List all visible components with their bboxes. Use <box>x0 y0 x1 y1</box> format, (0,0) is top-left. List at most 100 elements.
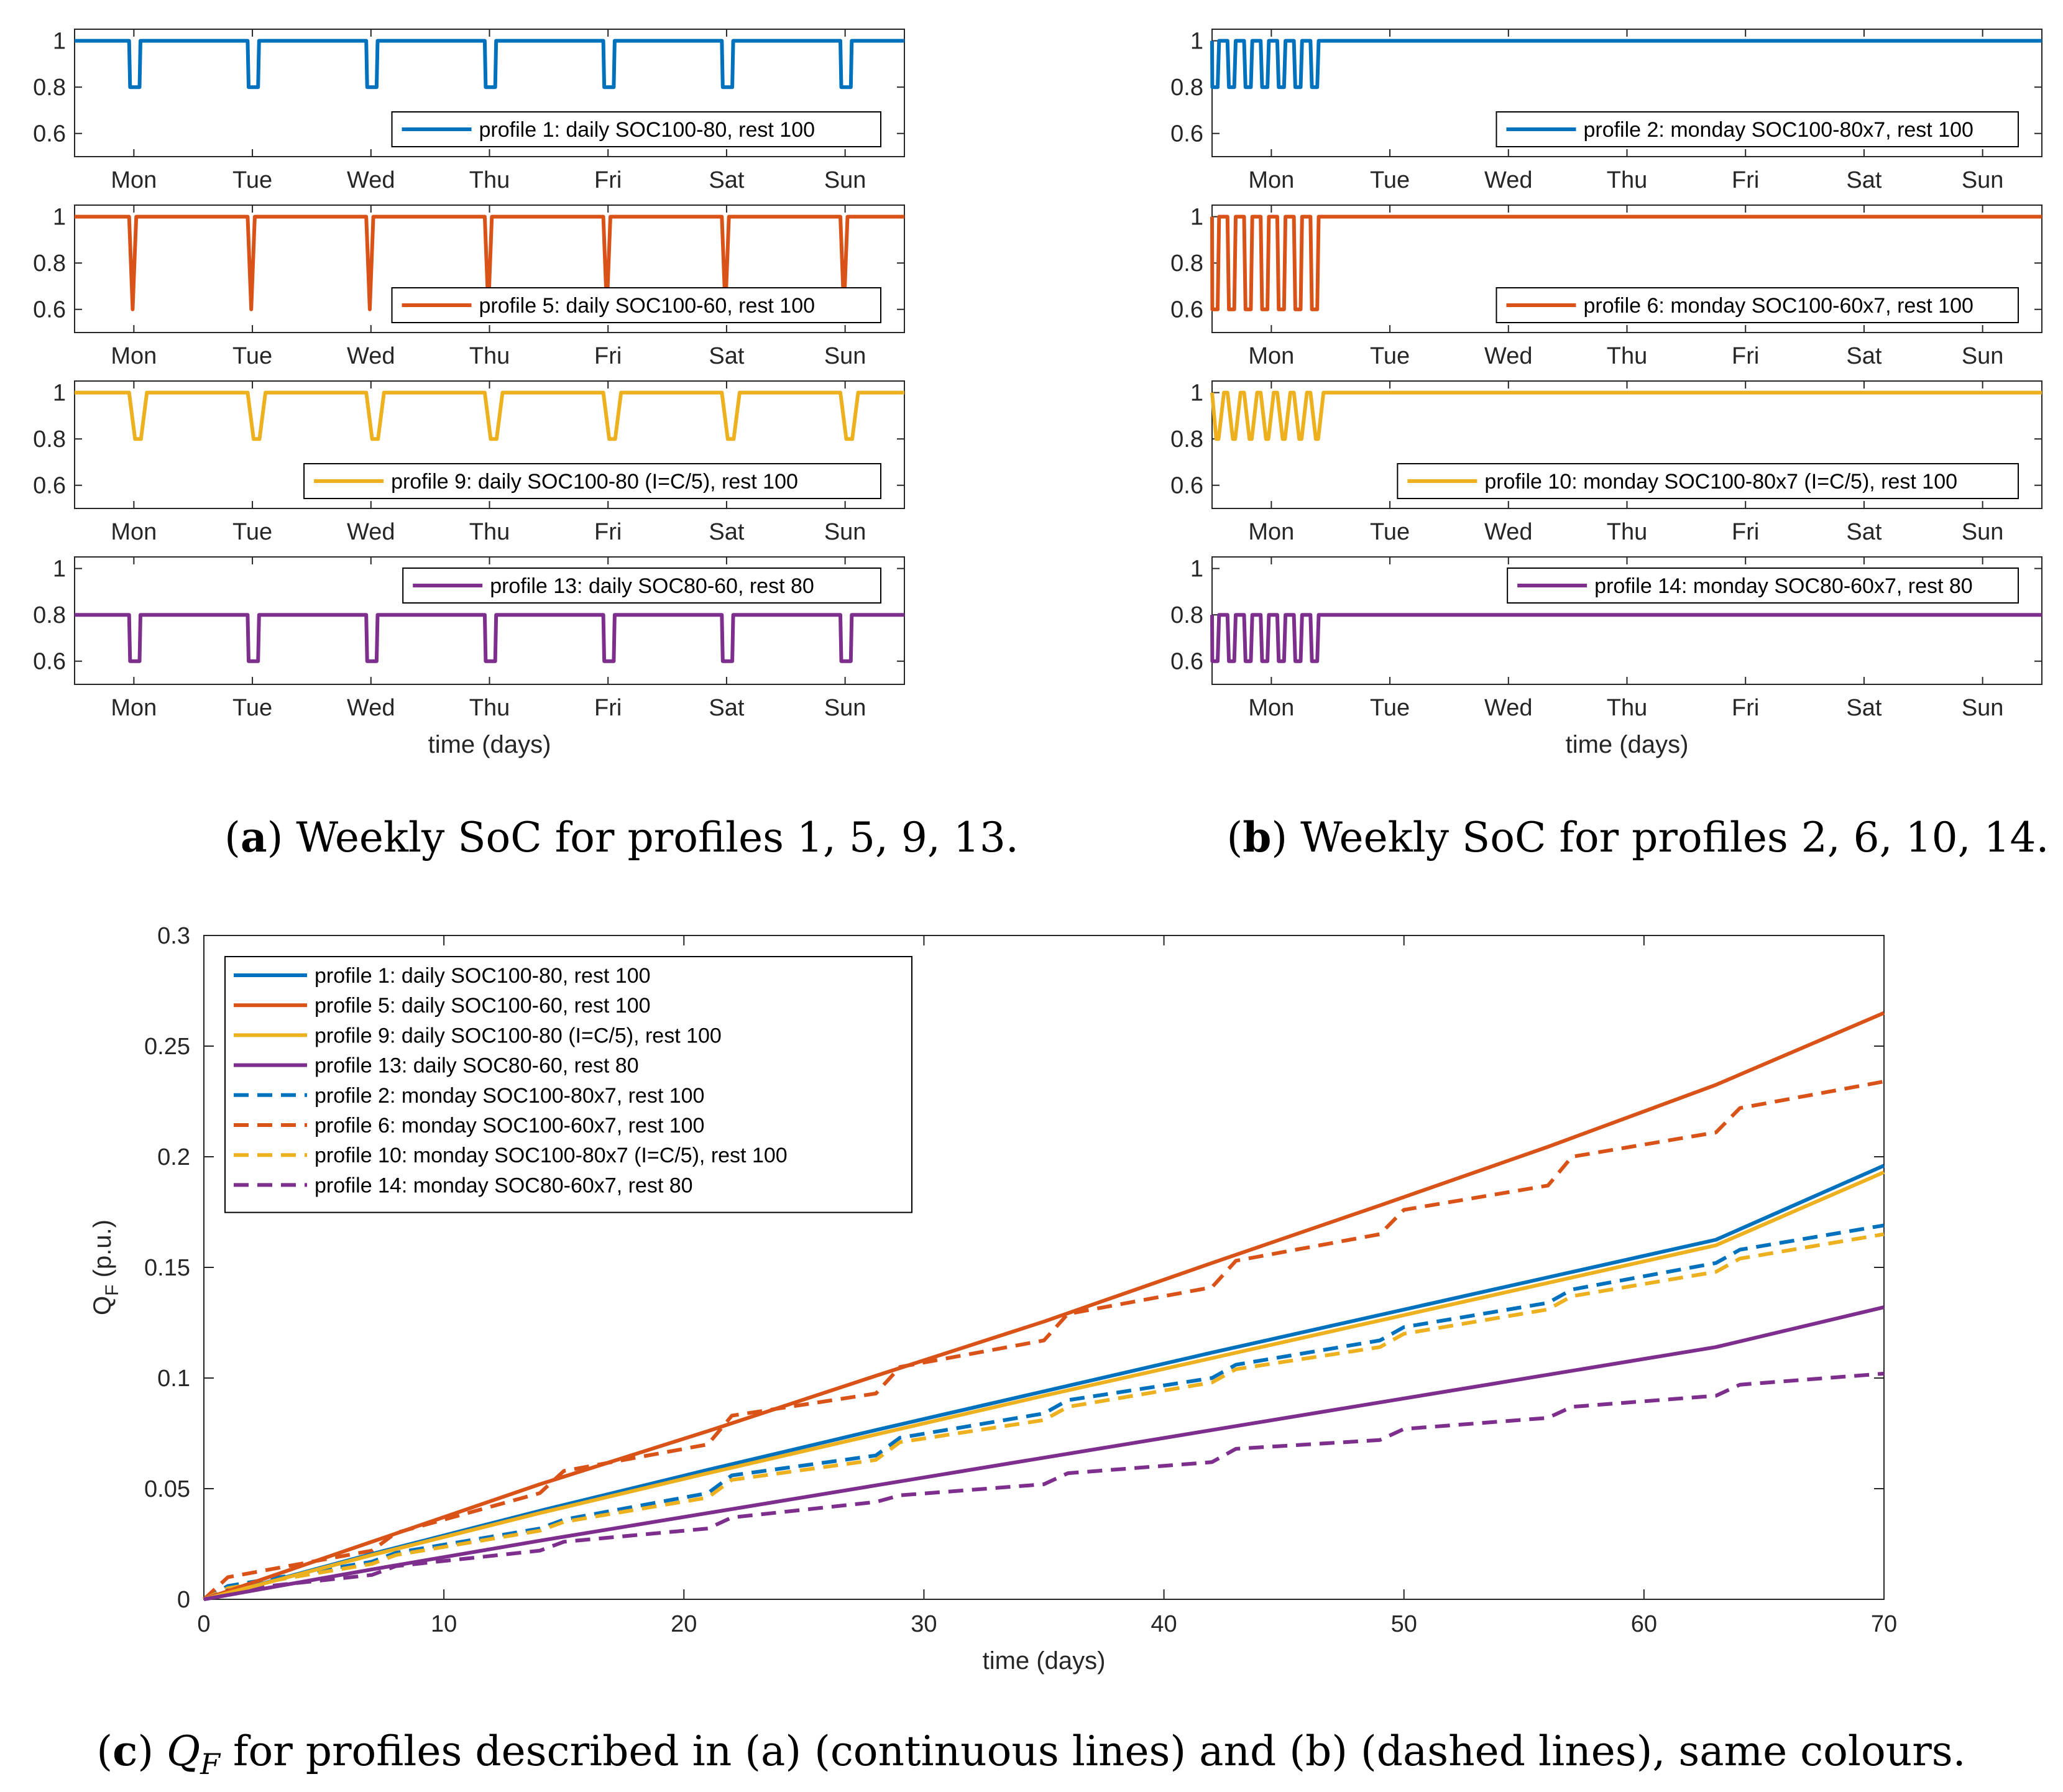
y-tick-label: 0.6 <box>33 649 66 675</box>
y-axis-label-symbol: Q <box>89 1296 116 1315</box>
y-tick-label: 0.1 <box>157 1366 190 1392</box>
x-tick-label-tue: Tue <box>232 167 272 193</box>
legend-label: profile 1: daily SOC100-80, rest 100 <box>479 118 816 142</box>
series-line-4 <box>203 1305 1885 1601</box>
series-line-3 <box>203 1170 1885 1601</box>
y-tick-label: 0.8 <box>1170 426 1203 453</box>
y-tick-label: 0.2 <box>157 1144 190 1170</box>
y-tick-label: 0.6 <box>1170 121 1203 147</box>
x-tick-label-mon: Mon <box>111 343 157 369</box>
x-tick-label-sun: Sun <box>824 343 866 369</box>
legend-label: profile 5: daily SOC100-60, rest 100 <box>315 994 651 1018</box>
legend-label: profile 9: daily SOC100-80 (I=C/5), rest… <box>391 470 798 494</box>
y-tick-label: 0.6 <box>33 121 66 147</box>
x-tick-label-fri: Fri <box>594 343 622 369</box>
x-tick-label-fri: Fri <box>1732 519 1759 545</box>
soc-panel-b4: 0.6 0.8 1 Mon Tue Wed Thu Fri Sat Sun profile 14: … <box>1170 556 2042 758</box>
caption-a-label: a <box>241 813 267 862</box>
x-tick-label-tue: Tue <box>1370 695 1410 721</box>
y-tick-label: 0.8 <box>1170 250 1203 277</box>
y-tick-label: 0.6 <box>33 297 66 323</box>
legend-box <box>1397 463 2019 499</box>
y-tick-label: 1 <box>1190 380 1203 407</box>
series-line-6 <box>202 1080 1885 1601</box>
y-tick-label: 0.8 <box>1170 602 1203 628</box>
legend-box <box>391 287 881 323</box>
x-tick-label-wed: Wed <box>1484 519 1532 545</box>
y-tick-label: 0.8 <box>1170 75 1203 101</box>
caption-c: (c) QF for profiles described in (a) (co… <box>96 1727 1965 1781</box>
x-tick-label-mon: Mon <box>1248 167 1294 193</box>
caption-a-text: Weekly SoC for profiles 1, 5, 9, 13. <box>283 814 1018 862</box>
y-tick-label: 1 <box>1190 556 1203 582</box>
series-line-2 <box>203 1011 1885 1601</box>
x-tick-label: 0 <box>197 1611 210 1637</box>
x-tick-label-sun: Sun <box>1962 167 2004 193</box>
x-tick-label-wed: Wed <box>1484 167 1532 193</box>
x-tick-label-sun: Sun <box>824 695 866 721</box>
x-tick-label: 40 <box>1151 1611 1177 1637</box>
legend-label: profile 2: monday SOC100-80x7, rest 100 <box>315 1084 704 1108</box>
soc-panel-b2: 0.6 0.8 1 Mon Tue Wed Thu Fri Sat Sun profile 6: m… <box>1170 204 2042 369</box>
y-tick-label: 1 <box>1190 204 1203 231</box>
x-tick-label-thu: Thu <box>1607 343 1647 369</box>
caption-c-symbol: Q <box>167 1727 200 1775</box>
x-tick-label-mon: Mon <box>1248 519 1294 545</box>
x-tick-label-wed: Wed <box>347 519 395 545</box>
legend-box <box>1496 287 2019 323</box>
caption-c-label: c <box>113 1727 137 1775</box>
x-tick-label-sat: Sat <box>709 695 744 721</box>
caption-c-subscript: F <box>200 1747 221 1781</box>
soc-panel-a2: 0.6 0.8 1 Mon Tue Wed Thu Fri Sat Sun profile 5: d… <box>33 204 905 369</box>
legend-box <box>303 463 881 499</box>
legend-box <box>391 111 881 147</box>
legend: profile 14: monday SOC80-60x7, rest 80 <box>1507 567 2019 604</box>
legend: profile 5: daily SOC100-60, rest 100 <box>391 287 881 323</box>
soc-panel-b1: 0.6 0.8 1 Mon Tue Wed Thu Fri Sat Sun profile 2: m… <box>1170 29 2042 193</box>
legend: profile 9: daily SOC100-80 (I=C/5), rest… <box>303 463 881 499</box>
x-tick-label-fri: Fri <box>594 519 622 545</box>
legend-box <box>402 567 881 604</box>
series-line-5 <box>203 1223 1885 1601</box>
x-tick-label-fri: Fri <box>594 695 622 721</box>
x-tick-label-thu: Thu <box>469 519 510 545</box>
x-tick-label-tue: Tue <box>232 695 272 721</box>
soc-line-a1 <box>75 39 904 90</box>
y-tick-label: 0.8 <box>33 602 66 628</box>
caption-c-space <box>154 1727 167 1775</box>
caption-c-text: for profiles described in (a) (continuou… <box>220 1727 1966 1775</box>
x-tick-label-tue: Tue <box>232 519 272 545</box>
y-tick-label: 0.6 <box>1170 473 1203 499</box>
x-tick-label: 20 <box>671 1611 697 1637</box>
x-tick-label-sun: Sun <box>824 519 866 545</box>
x-tick-label-mon: Mon <box>111 519 157 545</box>
x-tick-label-wed: Wed <box>347 167 395 193</box>
x-tick-label-thu: Thu <box>1607 519 1647 545</box>
x-tick-label-sat: Sat <box>709 167 744 193</box>
x-tick-label-thu: Thu <box>1607 167 1647 193</box>
x-tick-label-wed: Wed <box>1484 695 1532 721</box>
legend-label: profile 13: daily SOC80-60, rest 80 <box>315 1054 639 1078</box>
y-tick-label: 0 <box>177 1587 190 1613</box>
soc-line-b1 <box>1210 39 2042 90</box>
x-tick-label-fri: Fri <box>594 167 622 193</box>
legend-label: profile 10: monday SOC100-80x7 (I=C/5), … <box>1484 470 1957 494</box>
x-tick-label-tue: Tue <box>1370 519 1410 545</box>
legend: profile 10: monday SOC100-80x7 (I=C/5), … <box>1397 463 2019 499</box>
x-tick-label-sat: Sat <box>709 519 744 545</box>
x-tick-label-fri: Fri <box>1732 167 1759 193</box>
y-tick-label: 0.8 <box>33 426 66 453</box>
soc-line-a4 <box>75 613 904 663</box>
y-tick-label: 0.6 <box>1170 649 1203 675</box>
y-axis-label-unit: (p.u.) <box>89 1220 116 1284</box>
y-tick-label: 0.8 <box>33 250 66 277</box>
x-tick-label-mon: Mon <box>111 167 157 193</box>
legend-label: profile 1: daily SOC100-80, rest 100 <box>315 964 651 988</box>
soc-line-b3 <box>1210 390 2042 441</box>
x-axis-label: time (days) <box>983 1647 1106 1675</box>
soc-panel-a1: 0.6 0.8 1 Mon Tue Wed Thu Fri Sat Sun profile 1: d… <box>33 29 905 193</box>
x-tick-label: 50 <box>1391 1611 1417 1637</box>
x-tick-label-tue: Tue <box>232 343 272 369</box>
x-tick-label-sat: Sat <box>1846 343 1882 369</box>
